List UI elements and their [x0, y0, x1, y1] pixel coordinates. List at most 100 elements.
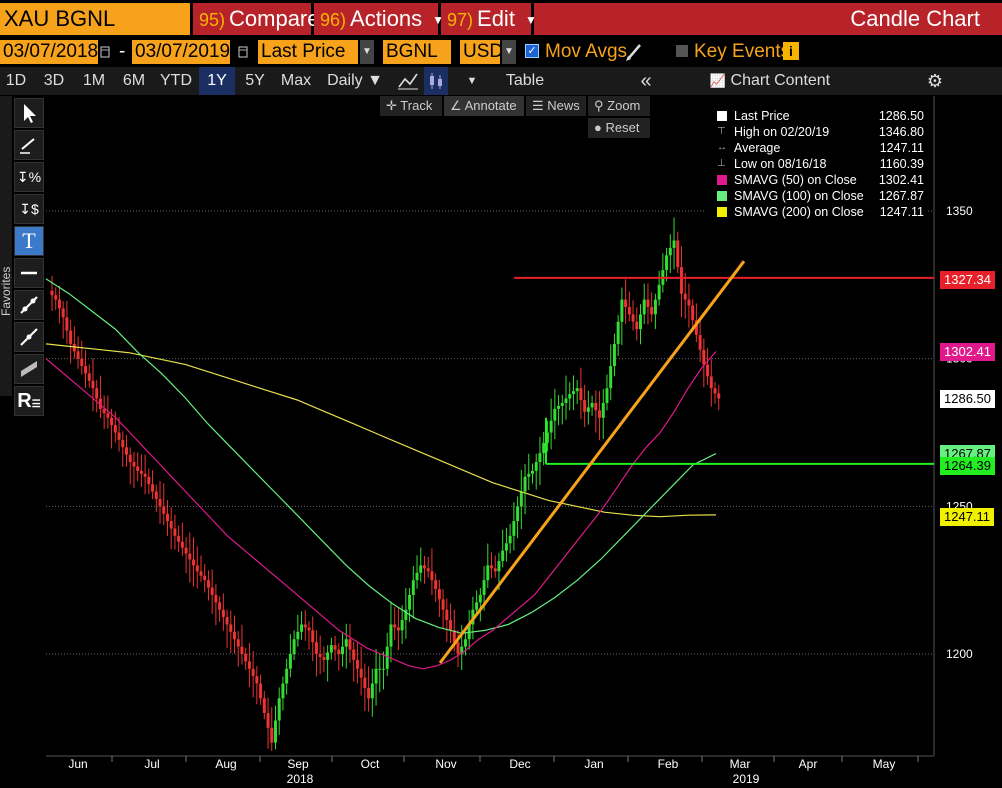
y-tick-label: 1350 — [946, 204, 973, 218]
candle-body — [229, 624, 233, 632]
ticker-field[interactable]: XAU BGNL Curncy — [0, 3, 190, 63]
period-max[interactable]: Max — [280, 72, 312, 89]
candle-body — [404, 609, 408, 621]
chevron-down-icon[interactable]: ▼ — [502, 40, 516, 64]
table-button[interactable]: Table — [490, 67, 560, 95]
candle-body — [408, 594, 412, 610]
chart-type-text: Candle Chart — [850, 6, 980, 31]
candle-body — [497, 560, 501, 572]
candle-body — [713, 388, 717, 394]
dollar-icon[interactable]: ↧$ — [14, 194, 44, 224]
regression-icon[interactable]: R☰ — [14, 386, 44, 416]
candle-body — [337, 649, 341, 654]
period-ytd[interactable]: YTD — [160, 72, 192, 89]
source-field[interactable]: BGNL — [383, 40, 451, 64]
pencil-icon[interactable] — [624, 41, 644, 63]
candle-body — [571, 391, 575, 395]
period-6m[interactable]: 6M — [122, 72, 146, 89]
candle-body — [173, 528, 177, 536]
price-chart[interactable]: 1200125013001350JunJulAugSepOctNovDecJan… — [0, 96, 1002, 788]
candle-body — [359, 668, 363, 678]
currency-select[interactable]: USD — [460, 40, 504, 64]
x-year-label: 2018 — [287, 772, 314, 786]
calendar-icon[interactable] — [238, 44, 248, 60]
compare-button[interactable]: 95) Compare — [193, 3, 320, 35]
period-5y[interactable]: 5Y — [245, 72, 265, 89]
gear-icon[interactable]: ⚙ — [926, 71, 944, 91]
candle-body — [374, 668, 378, 684]
legend-label: SMAVG (200) on Close — [734, 205, 864, 219]
candle-body — [139, 470, 143, 474]
chevron-down-icon[interactable]: ▼ — [360, 40, 374, 64]
start-date-field[interactable]: 03/07/2018 — [0, 40, 98, 64]
candle-body — [273, 720, 277, 743]
candle-body — [437, 589, 441, 600]
field-select[interactable]: Last Price — [258, 40, 358, 64]
legend-value: 1247.11 — [879, 205, 924, 219]
candle-body — [534, 462, 538, 471]
mov-avgs-checkbox[interactable]: ✓ — [525, 44, 539, 58]
reset-button[interactable]: ● Reset — [588, 118, 650, 138]
candle-body — [698, 335, 702, 350]
pointer-icon[interactable] — [14, 98, 44, 128]
candle-body — [277, 698, 281, 721]
candle-body — [341, 646, 345, 654]
candle-body — [519, 491, 523, 507]
percent-icon[interactable]: ↧% — [14, 162, 44, 192]
period-1d[interactable]: 1D — [5, 72, 27, 89]
legend-swatch — [717, 175, 727, 185]
line-chart-icon[interactable] — [395, 67, 421, 95]
candle-body — [456, 642, 460, 654]
candle-body — [586, 407, 590, 412]
period-3d[interactable]: 3D — [43, 72, 65, 89]
chart-grid — [46, 96, 935, 757]
channel-icon[interactable] — [14, 354, 44, 384]
x-tick-label: Nov — [435, 757, 456, 771]
candle-body — [102, 408, 106, 414]
info-icon[interactable]: i — [783, 42, 799, 60]
zoom-button[interactable]: ⚲ Zoom — [588, 96, 650, 116]
candle-body — [329, 645, 333, 653]
favorites-panel[interactable]: Favorites — [0, 96, 13, 396]
ray-line-icon[interactable] — [14, 322, 44, 352]
annotate-button[interactable]: ∠ Annotate — [444, 96, 524, 116]
chevron-down-icon[interactable]: ▼ — [466, 75, 478, 87]
candle-body — [422, 565, 426, 569]
date-separator: - — [119, 41, 126, 62]
x-tick-label: Oct — [361, 757, 380, 771]
period-1m[interactable]: 1M — [82, 72, 106, 89]
x-tick-label: Feb — [658, 757, 679, 771]
candle-body — [579, 388, 583, 401]
text-tool-icon[interactable]: T — [14, 226, 44, 256]
horizontal-line-icon[interactable] — [14, 258, 44, 288]
x-tick-label: Apr — [799, 757, 818, 771]
candle-body — [318, 654, 322, 657]
actions-button[interactable]: 96) Actions ▼ — [314, 3, 444, 35]
collapse-icon[interactable]: « — [640, 70, 652, 92]
candle-chart-icon[interactable] — [424, 67, 448, 95]
edit-button[interactable]: 97) Edit ▼ — [441, 3, 537, 35]
candle-body — [288, 654, 292, 669]
legend-marker-icon: ↔ — [717, 142, 727, 153]
key-events-checkbox[interactable] — [676, 45, 688, 57]
currency-text: USD — [463, 41, 504, 62]
period-1y[interactable]: 1Y — [199, 67, 235, 95]
candle-body — [389, 624, 393, 647]
candle-body — [221, 609, 225, 618]
source-text: BGNL — [386, 41, 438, 62]
track-button[interactable]: ✛ Track — [380, 96, 442, 116]
draw-line-icon[interactable] — [14, 130, 44, 160]
frequency-select[interactable]: Daily ▼ — [327, 72, 383, 89]
end-date-field[interactable]: 03/07/2019 — [132, 40, 230, 64]
legend-marker-icon: ⊥ — [717, 158, 726, 169]
trend-line-icon[interactable] — [14, 290, 44, 320]
candle-body — [132, 462, 136, 467]
candle-body — [378, 668, 382, 670]
chart-content-button[interactable]: 📈 Chart Content — [700, 67, 840, 95]
news-button[interactable]: ☰ News — [526, 96, 586, 116]
legend-row: ⊤ High on 02/20/19 1346.80 — [706, 124, 928, 140]
table-text: Table — [505, 72, 545, 89]
legend-row: Last Price 1286.50 — [706, 108, 928, 124]
calendar-icon[interactable] — [100, 44, 110, 60]
candle-body — [169, 521, 173, 529]
